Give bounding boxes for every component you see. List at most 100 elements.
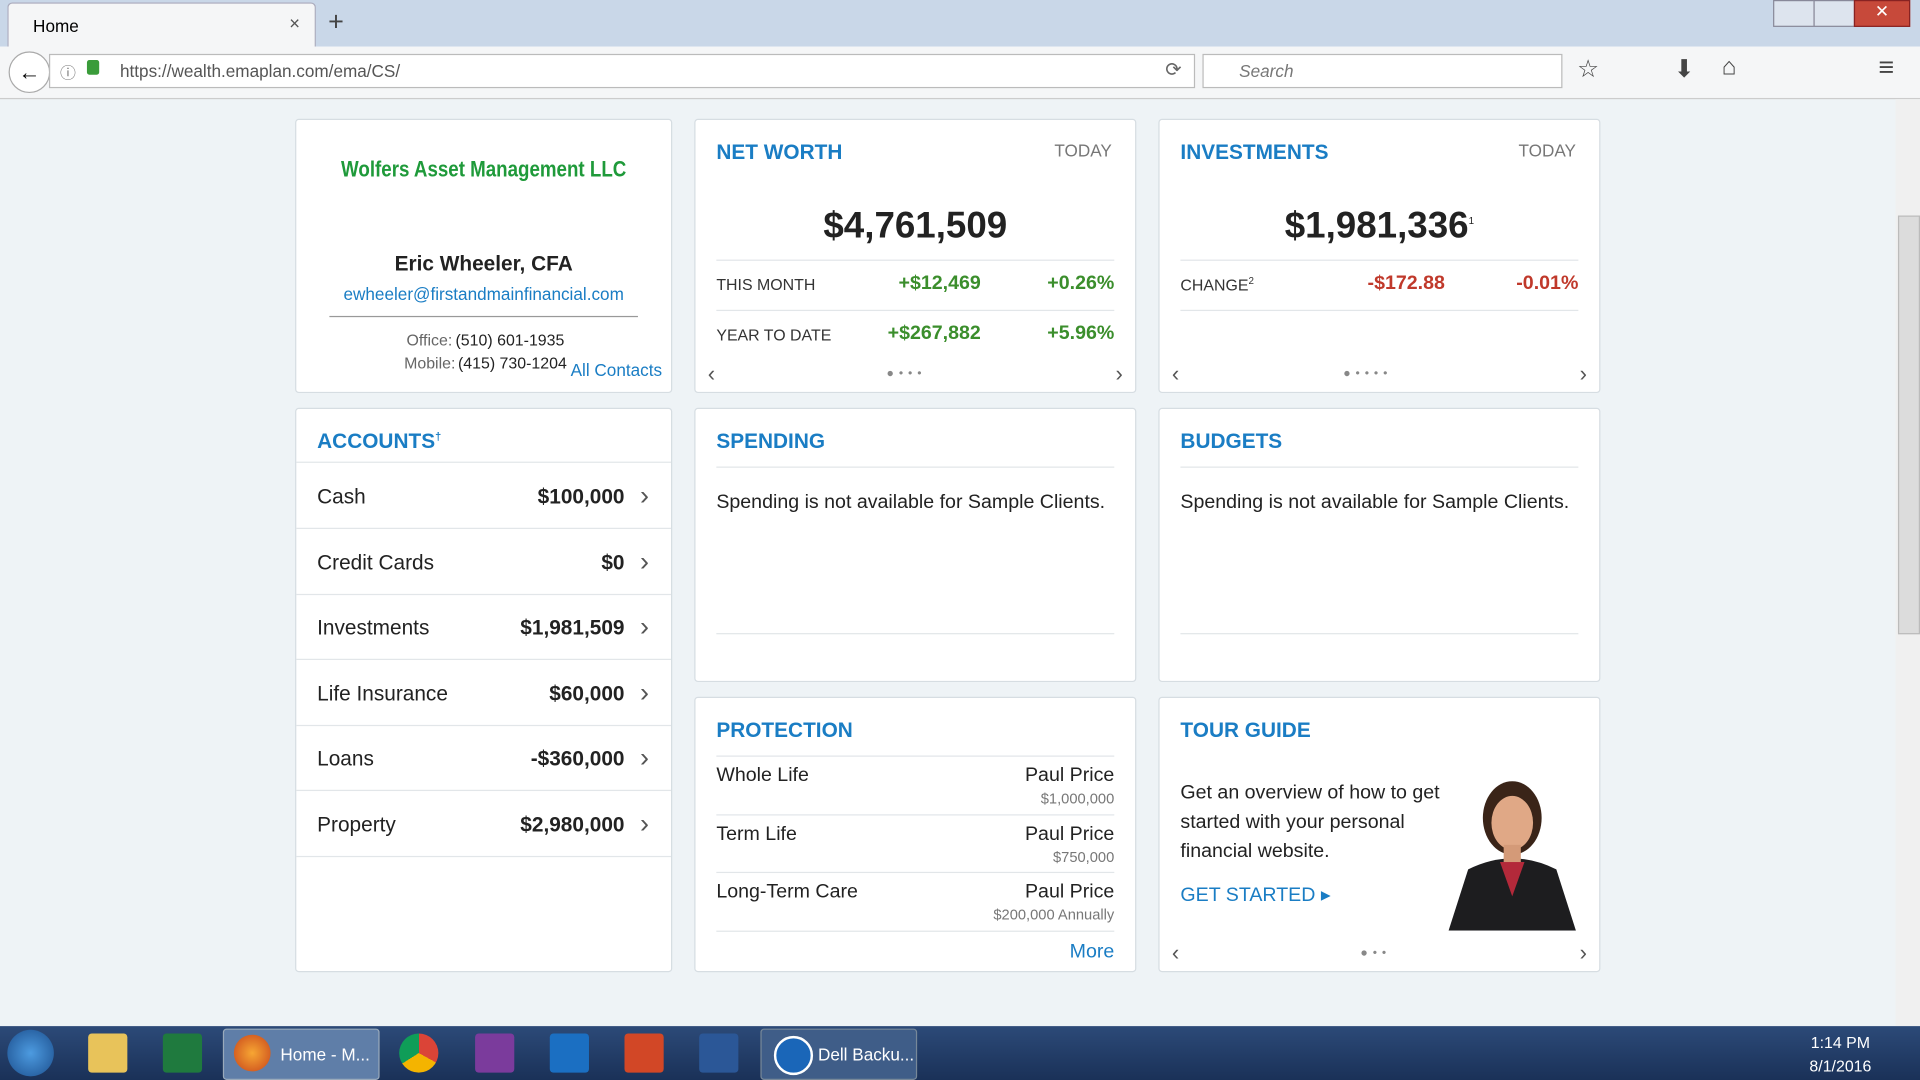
account-amount: $2,980,000 [520, 812, 625, 836]
chrome-icon[interactable] [399, 1033, 439, 1073]
card-title: PROTECTION [716, 718, 853, 743]
account-row[interactable]: Loans -$360,000 › [296, 725, 672, 792]
separator [716, 633, 1115, 635]
coverage: $750,000 [1052, 847, 1115, 866]
protection-card: PROTECTION Whole Life Paul Price $1,000,00… [694, 696, 1137, 973]
taskbar-dell[interactable]: Dell Backu... [760, 1028, 918, 1080]
investments-total: $1,981,336 [1284, 205, 1469, 247]
scroll-thumb[interactable] [1897, 215, 1920, 635]
url: https://wealth.emaplan.com/ema/CS/ [120, 61, 401, 81]
tab[interactable]: Home × [7, 2, 316, 48]
message: Spending is not available for Sample Cli… [1180, 492, 1570, 514]
onenote-icon[interactable] [475, 1033, 515, 1073]
account-row[interactable]: Cash $100,000 › [296, 463, 672, 529]
lock-icon [86, 60, 100, 75]
get-started[interactable]: GET STARTED [1180, 885, 1316, 907]
advisor-email[interactable]: ewheeler@firstandmainfinancial.com [343, 284, 624, 304]
row-label: THIS MONTH [716, 275, 816, 294]
close[interactable]: ✕ [1853, 0, 1911, 27]
outlook-icon[interactable] [549, 1033, 589, 1073]
protection-row: Whole Life Paul Price $1,000,000 [716, 755, 1115, 815]
message: Spending is not available for Sample Cli… [716, 492, 1106, 514]
advisor-name: Eric Wheeler, CFA [394, 252, 573, 276]
more-link[interactable]: More [1069, 941, 1115, 963]
search-placeholder: Search [1239, 61, 1294, 81]
divider [329, 315, 638, 318]
card-title: INVESTMENTS [1180, 140, 1329, 165]
next-arrow[interactable]: › [1579, 361, 1587, 386]
taskbar-firefox[interactable]: Home - M... [222, 1028, 380, 1080]
account-name: Loans [317, 746, 374, 771]
new-tab[interactable]: + [328, 6, 344, 37]
separator [716, 466, 1115, 468]
chevron: › [640, 676, 649, 708]
word-icon[interactable] [699, 1033, 739, 1073]
firm-name: Wolfers Asset Management LLC [341, 156, 627, 182]
separator [1180, 466, 1579, 468]
minimize[interactable] [1773, 0, 1815, 27]
prev-arrow[interactable]: ‹ [1171, 361, 1180, 386]
chevron: › [640, 807, 649, 839]
clock-date[interactable]: 8/1/2016 [1809, 1056, 1872, 1076]
url-bar[interactable]: ⓘ https://wealth.emaplan.com/ema/CS/ ⟳ [48, 53, 1196, 89]
prev-arrow[interactable]: ‹ [707, 361, 716, 386]
pager-dots[interactable]: ●•• [1360, 946, 1392, 961]
back-button[interactable]: ← [8, 51, 51, 94]
row-percent: -0.01% [1516, 273, 1579, 294]
account-amount: $0 [601, 550, 625, 574]
pager-dots[interactable]: ●•••• [1343, 367, 1393, 381]
account-name: Cash [317, 484, 366, 509]
tab-close[interactable]: × [289, 13, 301, 35]
insured: Paul Price [1024, 765, 1115, 787]
get-started-wrap[interactable]: GET STARTED ▸ [1180, 885, 1331, 907]
separator [716, 930, 1115, 932]
card-title-wrap: ACCOUNTS† [317, 430, 441, 454]
office-label: Office: [406, 330, 453, 349]
account-row[interactable]: Investments $1,981,509 › [296, 594, 672, 661]
chevron: › [640, 742, 649, 773]
window-controls: ✕ [1773, 0, 1911, 27]
explorer-icon[interactable] [88, 1033, 128, 1073]
mobile-phone: (415) 730-1204 [457, 353, 567, 373]
pager-dots[interactable]: ●••• [886, 367, 927, 381]
taskbar: Home - M... Dell Backu... 1:14 PM 8/1/20… [0, 1026, 1920, 1080]
next-arrow[interactable]: › [1115, 361, 1123, 386]
account-name: Life Insurance [317, 681, 448, 705]
account-row[interactable]: Life Insurance $60,000 › [296, 659, 672, 726]
separator [1180, 633, 1579, 635]
powerpoint-icon[interactable] [624, 1033, 664, 1073]
excel-icon[interactable] [162, 1033, 203, 1073]
accounts-card: ACCOUNTS† Cash $100,000 › Credit Cards $0 › In… [295, 407, 673, 973]
all-contacts[interactable]: All Contacts [570, 360, 663, 380]
protection-row: Long-Term Care Paul Price $200,000 Annuall… [716, 871, 1115, 931]
maximize[interactable] [1813, 0, 1856, 27]
separator [716, 259, 1115, 261]
account-amount: $100,000 [537, 484, 625, 509]
prev-arrow[interactable]: ‹ [1171, 940, 1180, 965]
menu[interactable]: ≡ [1878, 51, 1895, 83]
tab-title: Home [33, 15, 79, 36]
home[interactable]: ⌂ [1721, 53, 1737, 81]
footnote: 1 [1468, 215, 1475, 227]
clock-time[interactable]: 1:14 PM [1810, 1033, 1871, 1052]
scrollbar[interactable] [1895, 99, 1920, 1027]
account-row[interactable]: Property $2,980,000 › [296, 790, 672, 857]
taskbar-label: Dell Backu... [817, 1044, 915, 1065]
chevron: › [640, 611, 649, 642]
info-icon: ⓘ [60, 63, 76, 83]
reload[interactable]: ⟳ [1165, 60, 1182, 81]
next-arrow[interactable]: › [1579, 940, 1587, 965]
downloads[interactable]: ⬇ [1673, 56, 1695, 84]
start-button[interactable] [7, 1029, 54, 1077]
footnote: 2 [1248, 275, 1254, 287]
account-row[interactable]: Credit Cards $0 › [296, 528, 672, 595]
row-label: YEAR TO DATE [716, 325, 832, 345]
tour-guide-card: TOUR GUIDE Get an overview of how to get… [1158, 696, 1601, 973]
net-worth-total: $4,761,509 [823, 205, 1008, 247]
period: TODAY [1054, 140, 1112, 161]
nav-bar: ← ⓘ https://wealth.emaplan.com/ema/CS/ ⟳… [0, 46, 1920, 100]
office-phone: (510) 601-1935 [455, 330, 565, 349]
search-box[interactable]: Search [1202, 53, 1563, 89]
policy-type: Term Life [716, 823, 797, 845]
bookmark-star[interactable]: ☆ [1577, 56, 1600, 84]
